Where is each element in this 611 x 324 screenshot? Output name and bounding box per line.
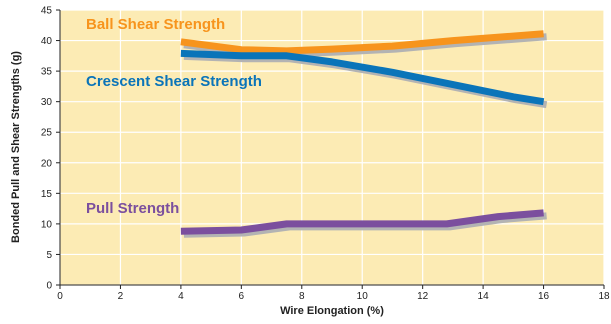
x-axis-ticks: 0 2 4 6 8 10 12 14 16 18 (57, 285, 610, 302)
x-tick-label: 4 (178, 291, 184, 302)
x-tick-label: 12 (417, 291, 429, 302)
series-line-ball-shear-strength (180, 30, 544, 55)
x-tick-label: 16 (538, 291, 550, 302)
y-tick-label: 45 (41, 6, 53, 17)
y-tick-label: 10 (41, 219, 53, 230)
y-tick-label: 0 (46, 281, 52, 292)
x-tick-label: 18 (598, 291, 610, 302)
x-tick-label: 6 (239, 291, 245, 302)
series-labels: Ball Shear Strength Crescent Shear Stren… (86, 16, 262, 217)
x-tick-label: 8 (299, 291, 305, 302)
axes (59, 10, 604, 286)
series-label-crescent-shear: Crescent Shear Strength (86, 73, 262, 90)
y-tick-label: 35 (41, 67, 53, 78)
x-tick-label: 2 (118, 291, 124, 302)
series-line-crescent-shear-strength (180, 49, 545, 106)
y-tick-label: 25 (41, 128, 53, 139)
y-tick-label: 30 (41, 97, 53, 108)
series-lines (180, 30, 545, 235)
x-tick-label: 10 (357, 291, 369, 302)
y-axis-title: Bonded Pull and Shear Strengths (g) (10, 51, 22, 243)
series-line-pull-strength (180, 209, 544, 235)
x-axis-title: Wire Elongation (%) (280, 305, 384, 317)
y-tick-label: 5 (46, 250, 52, 261)
y-tick-label: 40 (41, 36, 53, 47)
x-tick-label: 0 (57, 291, 63, 302)
plot-background (60, 10, 604, 285)
y-axis-ticks: 0 5 10 15 20 25 30 35 40 45 (41, 6, 60, 292)
y-tick-label: 20 (41, 158, 53, 169)
x-tick-label: 14 (478, 291, 490, 302)
series-label-ball-shear: Ball Shear Strength (86, 16, 225, 33)
y-tick-label: 15 (41, 189, 53, 200)
series-label-pull: Pull Strength (86, 200, 179, 217)
